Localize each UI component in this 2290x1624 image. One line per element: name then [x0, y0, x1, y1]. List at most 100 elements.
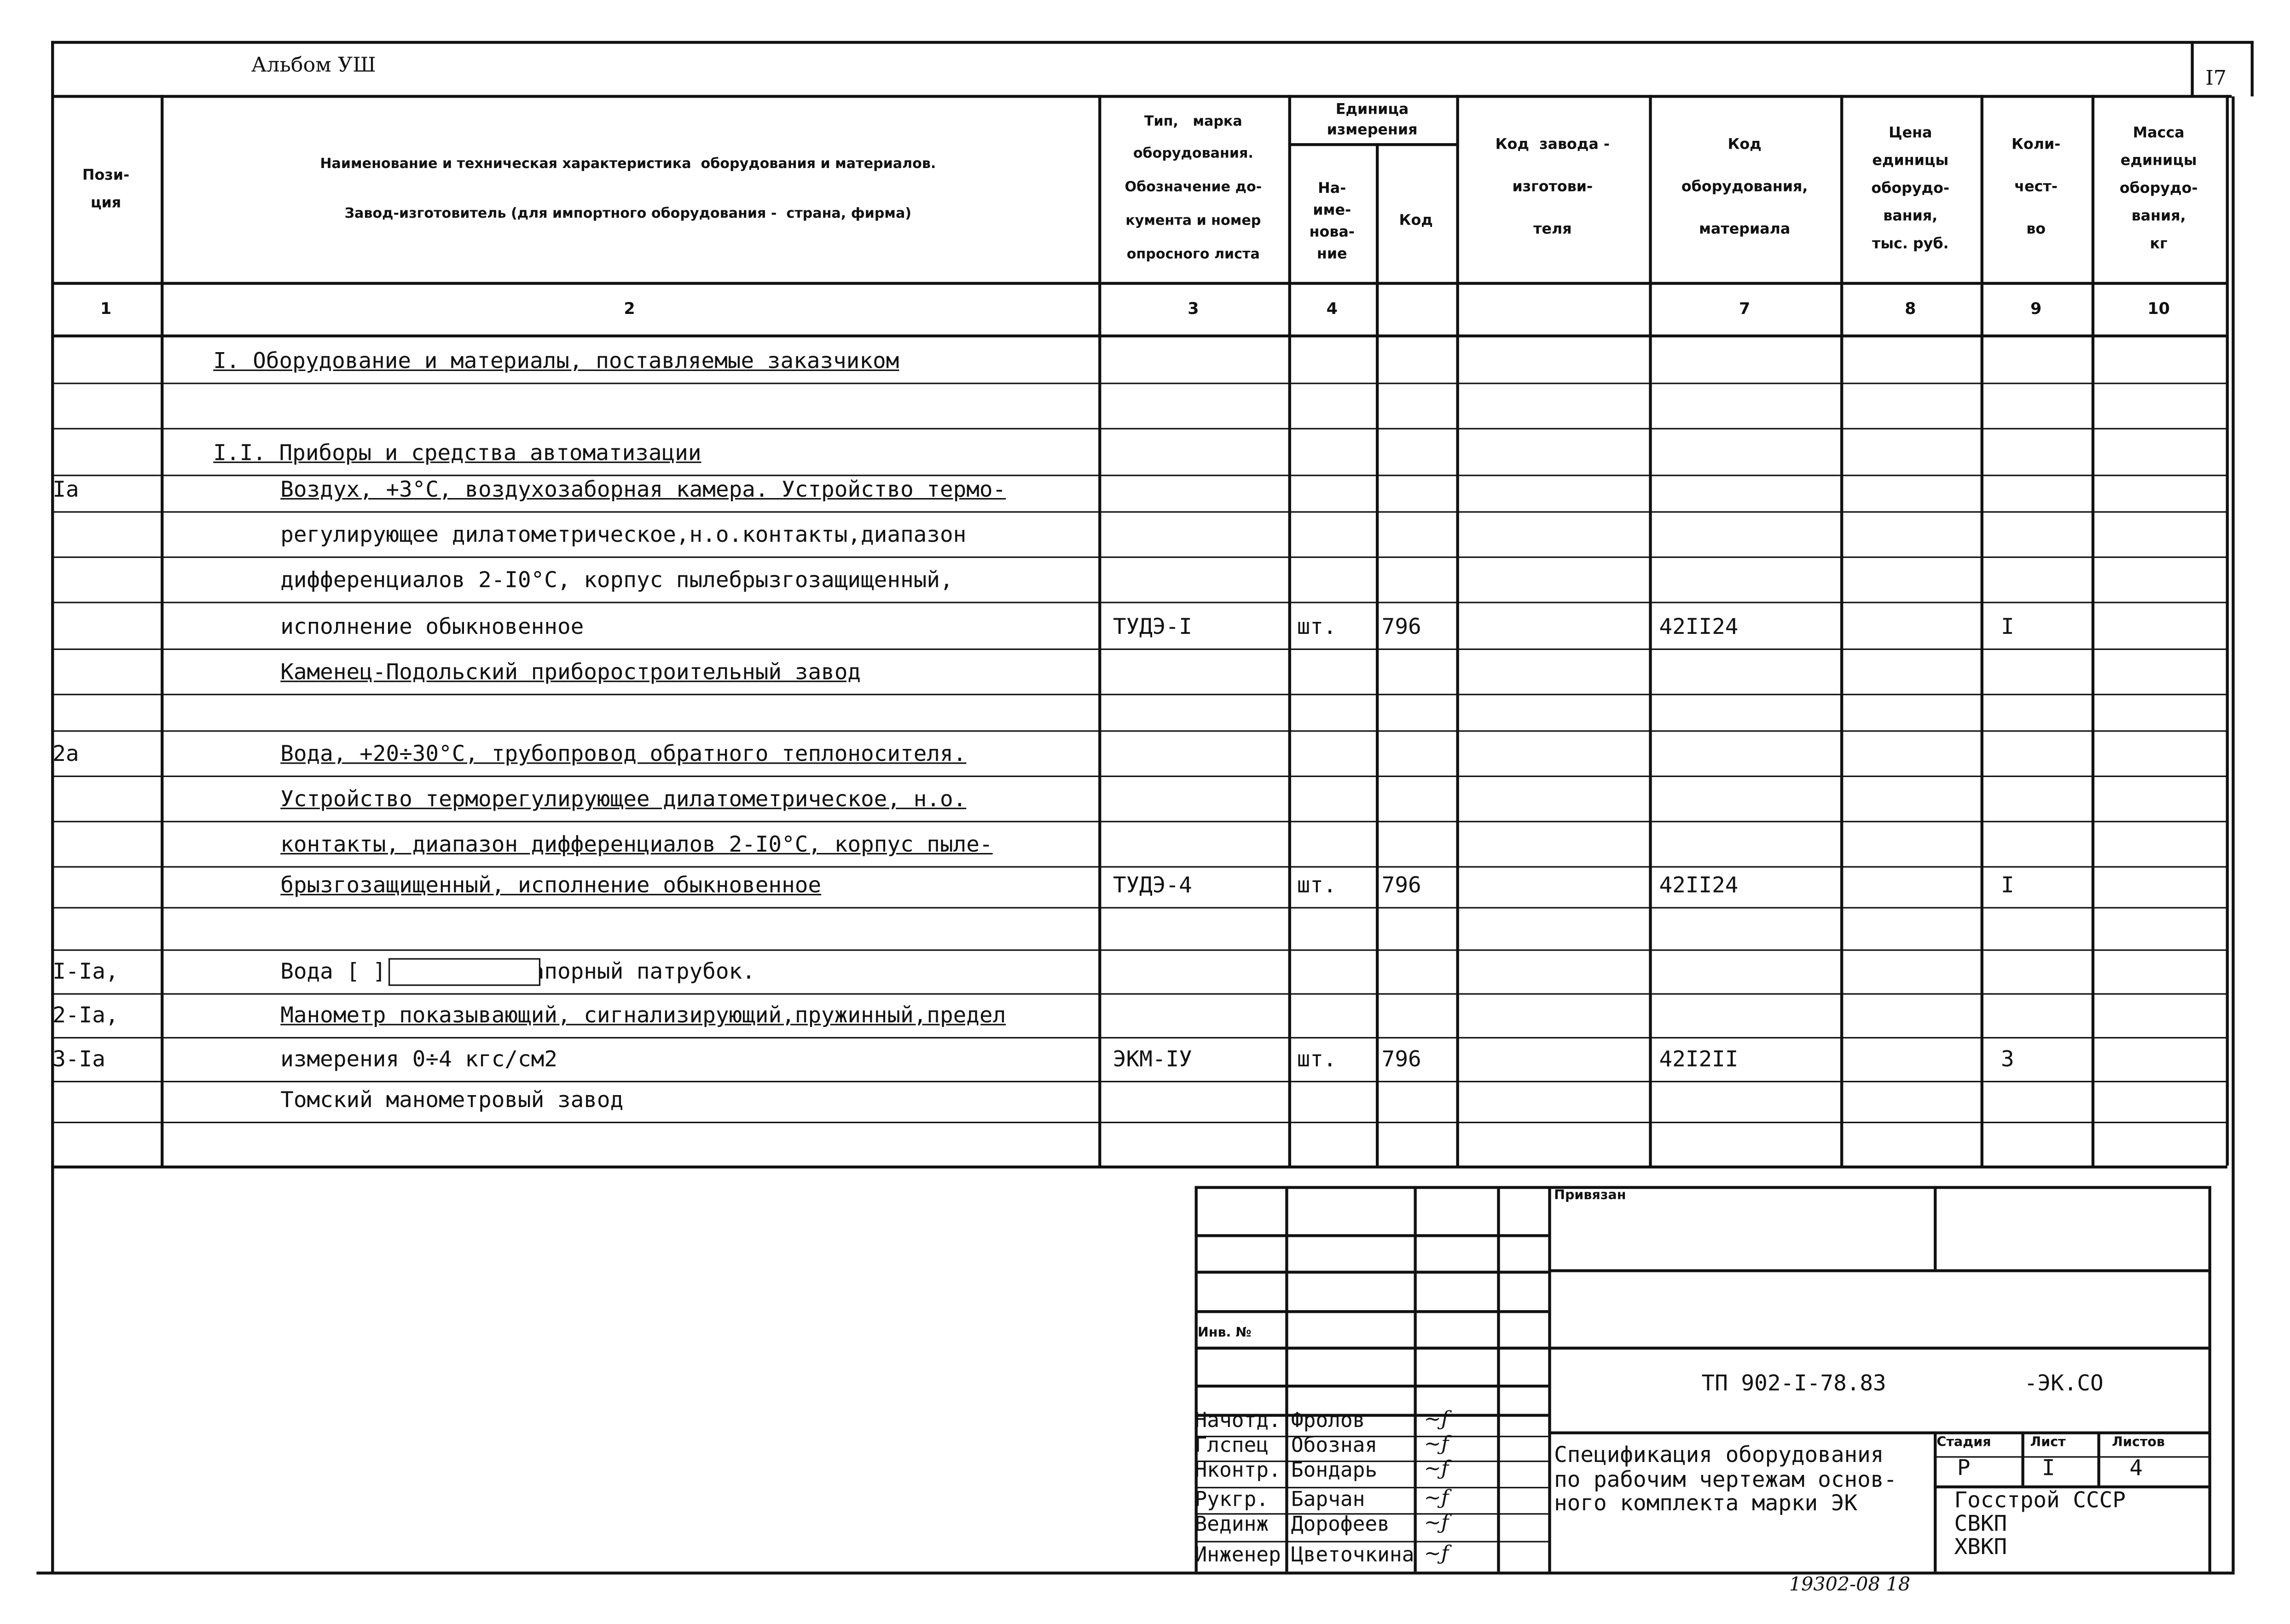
- rule-line: [1456, 95, 1459, 1166]
- sheets-value: 4: [2129, 1455, 2143, 1481]
- column-number: 1: [100, 299, 112, 319]
- cell-name: исполнение обыкновенное: [280, 613, 584, 640]
- cell-name: Каменец-Подольский приборостроительный з…: [280, 659, 861, 685]
- header-mass: Масса единицы оборудо- вания, кг: [2119, 125, 2198, 253]
- sheets-label: Листов: [2112, 1436, 2165, 1450]
- header-unit-code: Код: [1399, 213, 1433, 230]
- signatory-role: Нконтр.: [1194, 1459, 1281, 1483]
- rule-line: [51, 383, 2227, 384]
- rule-line: [2091, 95, 2094, 1166]
- signatory-role: Инженер: [1194, 1543, 1281, 1567]
- title-block-line: [1934, 1431, 1936, 1572]
- cell-name: регулирующее дилатометрическое,н.о.конта…: [280, 521, 967, 548]
- rule-line: [51, 730, 2227, 732]
- title-block-line: [1934, 1485, 2209, 1488]
- cell-material: 42II24: [1659, 613, 1739, 640]
- title-block-line: [1194, 1310, 1548, 1312]
- title-block-line: [1548, 1186, 1551, 1572]
- title-block-line: [1414, 1186, 1416, 1572]
- rule-line: [1375, 143, 1378, 1166]
- document-suffix: -ЭК.СО: [2024, 1370, 2104, 1397]
- column-number: 4: [1326, 299, 1338, 319]
- title-block-line: [2208, 1186, 2211, 1572]
- column-number: 2: [624, 299, 635, 319]
- cell-type: ТУДЭ-I: [1113, 613, 1192, 640]
- title-block-line: [1194, 1346, 1548, 1349]
- rule-line: [51, 556, 2227, 558]
- cell-name: брызгозащищенный, исполнение обыкновенно…: [280, 872, 822, 899]
- pressure-blank-box: [388, 958, 541, 986]
- column-number: 8: [1905, 299, 1916, 319]
- rule-line: [51, 1166, 2227, 1168]
- signatory-name: Бондарь: [1291, 1459, 1378, 1483]
- title-block-line: [1194, 1186, 1197, 1572]
- signatory-role: Рукгр.: [1194, 1488, 1269, 1512]
- header-unit: Единица измерения: [1327, 102, 1418, 139]
- title-block-line: [1194, 1436, 1548, 1438]
- cell-code: 796: [1381, 872, 1421, 899]
- rule-line: [51, 949, 2227, 951]
- header-price: Цена единицы оборудо- вания, тыс. руб.: [1871, 125, 1950, 253]
- column-number: 3: [1188, 299, 1199, 319]
- signatory-role: Глспец: [1194, 1434, 1269, 1458]
- document-code: ТП 902-I-78.83: [1701, 1370, 1886, 1397]
- rule-line: [51, 282, 2227, 285]
- rule-line: [1980, 95, 1983, 1166]
- cell-unit: шт.: [1297, 613, 1337, 640]
- title-block-line: [1194, 1234, 1548, 1236]
- title-block-line: [1194, 1186, 2209, 1189]
- sheet-number: I7: [2205, 67, 2227, 91]
- cell-unit: шт.: [1297, 872, 1337, 899]
- rule-line: [51, 993, 2227, 995]
- stage-label: Стадия: [1936, 1436, 1991, 1450]
- header-qty: Коли- чест- во: [2011, 138, 2061, 238]
- handwritten-number: 19302-08 18: [1789, 1574, 1911, 1597]
- title-block-line: [1194, 1414, 1548, 1416]
- cell-qty: 3: [2001, 1045, 2014, 1072]
- signatory-role: Вединж: [1194, 1513, 1269, 1537]
- rule-line: [51, 475, 2227, 476]
- title-block-line: [2021, 1431, 2024, 1485]
- cell-pos: Ia: [52, 476, 79, 503]
- rule-line: [51, 334, 2227, 337]
- header-position: Пози- ция: [82, 167, 130, 211]
- title-block-line: [1548, 1269, 2209, 1272]
- title-block-line: [2097, 1431, 2100, 1485]
- title-block-line: [1194, 1487, 1548, 1489]
- rule-line: [51, 648, 2227, 650]
- header-factory-code: Код завода - изготови- теля: [1495, 138, 1610, 238]
- rule-line: [51, 428, 2227, 429]
- signature-image: ~ƒ: [1424, 1408, 1449, 1432]
- cell-pos: I-Ia,: [52, 958, 119, 985]
- title-block-line: [1548, 1346, 2209, 1349]
- organization: Госстрой СССР СВКП ХВКП: [1954, 1487, 2126, 1560]
- title-block-line: [1285, 1186, 1287, 1572]
- stage-value: Р: [1957, 1455, 1971, 1481]
- column-number: 7: [1739, 299, 1751, 319]
- rule-line: [51, 602, 2227, 603]
- cell-pos: 3-Ia: [52, 1045, 105, 1072]
- sheet-label: Лист: [2030, 1436, 2066, 1450]
- cell-material: 42I2II: [1659, 1045, 1739, 1072]
- header-name: Наименование и техническая характеристик…: [320, 156, 936, 222]
- cell-name: I.I. Приборы и средства автоматизации: [213, 440, 701, 466]
- header-material-code: Код оборудования, материала: [1681, 138, 1808, 238]
- cell-name: контакты, диапазон дифференциалов 2-I0°C…: [280, 831, 993, 858]
- title-block-line: [1194, 1385, 1548, 1387]
- cell-type: ТУДЭ-4: [1113, 872, 1192, 899]
- cell-name: измерения 0÷4 кгс/см2: [280, 1045, 557, 1072]
- header-unit-name: На- име- нова- ние: [1309, 180, 1355, 262]
- rule-line: [51, 866, 2227, 868]
- cell-code: 796: [1381, 1045, 1421, 1072]
- rule-line: [51, 1121, 2227, 1124]
- rule-line: [1288, 143, 1456, 145]
- cell-name: Устройство терморегулирующее дилатометри…: [280, 786, 967, 812]
- rule-line: [51, 1037, 2227, 1039]
- rule-line: [51, 907, 2227, 909]
- title-block-line: [1934, 1186, 1936, 1270]
- signatory-name: Дорофеев: [1291, 1513, 1390, 1537]
- rule-line: [51, 821, 2227, 823]
- rule-line: [161, 95, 163, 1166]
- signature-image: ~ƒ: [1424, 1487, 1449, 1510]
- cell-name: дифференциалов 2-I0°C, корпус пылебрызго…: [280, 567, 953, 593]
